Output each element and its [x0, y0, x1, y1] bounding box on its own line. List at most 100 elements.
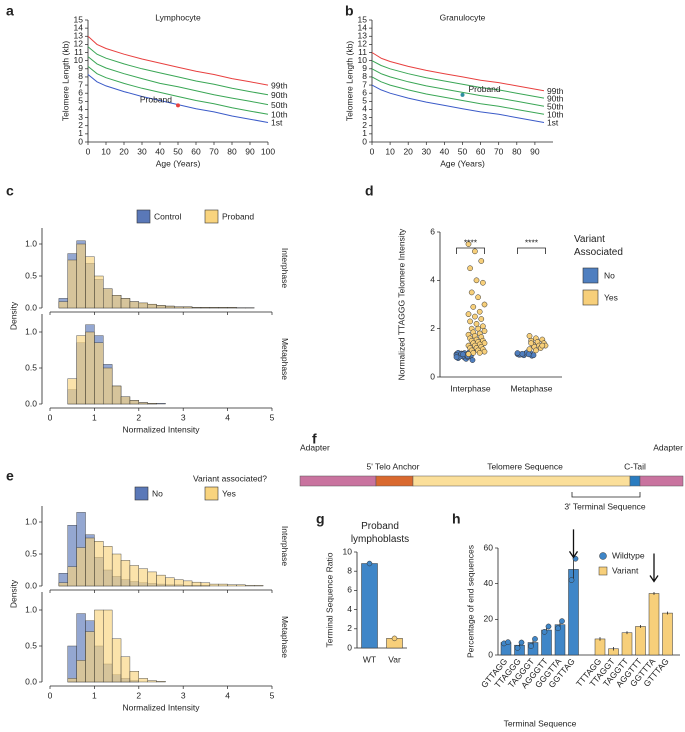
- y-tick-label: 0.5: [25, 270, 37, 280]
- arrow: [568, 529, 579, 559]
- x-tick-label: 80: [512, 146, 522, 156]
- hist-bar: [174, 306, 184, 309]
- line-series: [371, 76, 545, 115]
- y-tick-label: 14: [74, 22, 84, 32]
- hist-bar: [227, 584, 237, 587]
- hist-bar: [227, 307, 237, 309]
- dot: [475, 294, 481, 301]
- legend-label: No: [152, 488, 163, 498]
- x-tick-label: Interphase: [450, 383, 490, 393]
- x-tick-label: 0: [86, 146, 91, 156]
- x-axis-label: Age (Years): [156, 158, 201, 168]
- hist-bar: [218, 307, 228, 309]
- hist-bar: [236, 584, 246, 587]
- adapter-segment: [639, 475, 684, 487]
- data-point: [514, 645, 521, 651]
- legend-label: Proband: [222, 211, 254, 221]
- legend-label: Variant: [612, 565, 639, 575]
- dot: [478, 258, 485, 264]
- dot: [526, 333, 533, 339]
- bar: [648, 593, 660, 656]
- anchor-segment: [375, 475, 414, 487]
- panel-letter: d: [365, 183, 374, 199]
- y-tick-label: 15: [358, 14, 368, 24]
- x-tick-label: 0: [48, 690, 53, 700]
- hist-bar: [138, 402, 148, 405]
- data-point: [528, 643, 534, 649]
- x-tick-label: 40: [155, 146, 165, 156]
- y-tick-label: 0: [430, 371, 435, 381]
- x-tick-label: 4: [225, 690, 230, 700]
- hist-bar: [129, 671, 139, 683]
- x-axis-label: Normalized Intensity: [122, 424, 200, 434]
- y-tick-label: 3: [78, 112, 83, 122]
- telomere-segment: [412, 475, 631, 487]
- x-tick-label: 5: [270, 690, 275, 700]
- hist-bar: [138, 568, 148, 587]
- adapter-segment: [299, 475, 377, 487]
- y-axis-label: Density: [8, 301, 18, 330]
- x-tick-label: 0: [48, 412, 53, 422]
- y-tick-label: 6: [362, 87, 367, 97]
- hist-bar: [165, 577, 175, 587]
- y-tick-label: 20: [484, 614, 494, 624]
- data-point: [559, 618, 565, 624]
- hist-bar: [67, 259, 77, 309]
- y-tick-label: 10: [74, 55, 84, 65]
- x-tick-label: 70: [209, 146, 219, 156]
- dot: [481, 348, 488, 355]
- y-tick-label: 4: [430, 275, 435, 285]
- anchor-label: 5' Telo Anchor: [367, 461, 420, 471]
- hist-bar: [129, 400, 139, 405]
- y-tick-label: 1: [362, 128, 367, 138]
- hist-bar: [103, 609, 113, 683]
- x-tick-label: 40: [440, 146, 450, 156]
- x-tick-label: Var: [388, 654, 401, 664]
- y-tick-label: 4: [347, 604, 352, 614]
- y-tick-label: 0.5: [25, 548, 37, 558]
- y-tick-label: 4: [362, 104, 367, 114]
- y-tick-label: 0: [362, 136, 367, 146]
- hist-bar: [165, 305, 175, 309]
- hist-bar: [85, 537, 95, 587]
- dot: [467, 318, 473, 325]
- line-series: [371, 52, 545, 92]
- dot: [472, 248, 478, 255]
- data-point: [505, 639, 511, 646]
- dot: [528, 340, 534, 347]
- dot: [473, 320, 480, 327]
- x-tick-label: 70: [494, 146, 504, 156]
- line-series: [87, 56, 269, 106]
- sig-bracket: [456, 247, 485, 254]
- hist-bar: [85, 256, 95, 309]
- x-tick-label: 20: [119, 146, 129, 156]
- legend-swatch: [136, 209, 151, 224]
- legend-swatch: [582, 289, 599, 306]
- hist-bar: [147, 680, 157, 683]
- y-axis-label: Percentage of end sequences: [465, 545, 475, 658]
- x-tick-label: 30: [422, 146, 432, 156]
- hist-bar: [147, 303, 157, 309]
- legend-label: Yes: [604, 292, 618, 302]
- y-tick-label: 10: [343, 546, 353, 556]
- dot: [533, 347, 539, 354]
- data-point: [391, 635, 398, 642]
- telomere-label: Telomere Sequence: [487, 461, 563, 471]
- legend-swatch: [204, 486, 219, 501]
- hist-bar: [147, 571, 157, 587]
- y-tick-label: 2: [78, 120, 83, 130]
- y-tick-label: 0: [78, 136, 83, 146]
- panel-letter: b: [345, 3, 354, 19]
- series-label: 99th: [271, 80, 288, 90]
- series-label: 50th: [547, 101, 564, 111]
- x-tick-label: 1: [92, 690, 97, 700]
- dot: [467, 265, 473, 272]
- legend-label: Wildtype: [612, 550, 645, 560]
- y-tick-label: 13: [74, 31, 84, 41]
- y-tick-label: 8: [347, 565, 352, 575]
- legend-title: Variant associated?: [193, 473, 267, 483]
- hist-bar: [174, 579, 184, 587]
- hist-bar: [76, 243, 86, 309]
- y-tick-label: 5: [362, 96, 367, 106]
